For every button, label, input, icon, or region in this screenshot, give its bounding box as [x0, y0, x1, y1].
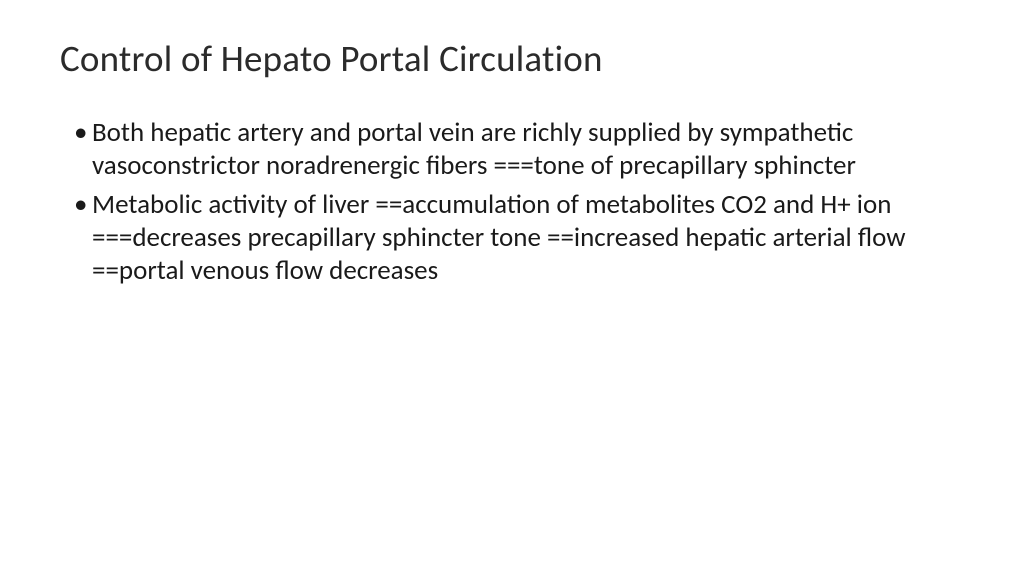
- slide-title: Control of Hepato Portal Circulation: [60, 36, 964, 81]
- slide: Control of Hepato Portal Circulation Bot…: [0, 0, 1024, 576]
- list-item: Both hepatic artery and portal vein are …: [78, 117, 964, 183]
- list-item: Metabolic activity of liver ==accumulati…: [78, 189, 964, 288]
- bullet-list: Both hepatic artery and portal vein are …: [60, 117, 964, 288]
